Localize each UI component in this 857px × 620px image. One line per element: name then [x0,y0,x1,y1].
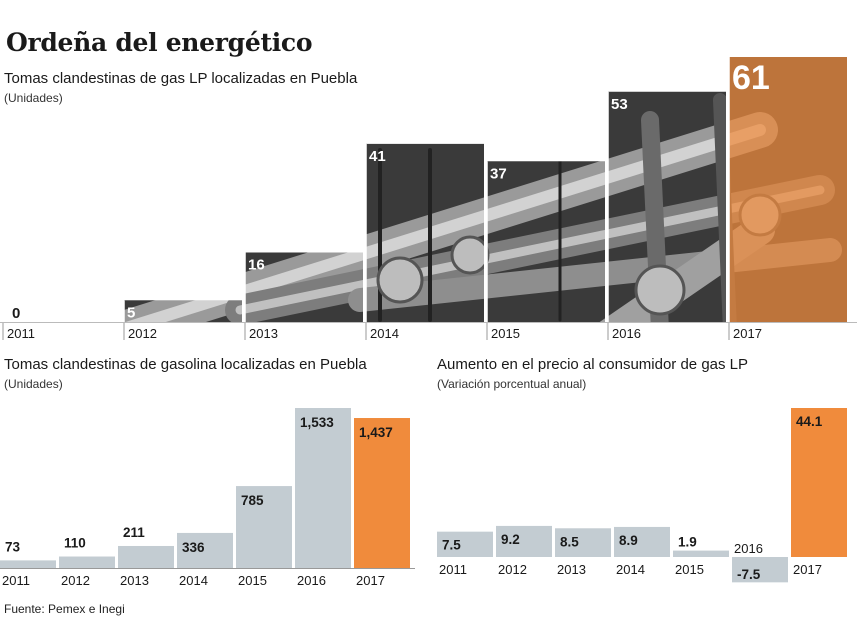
chart2-value-label-2014: 336 [182,540,205,555]
chart2-title: Tomas clandestinas de gasolina localizad… [4,356,367,373]
chart3-tick-label-2012: 2012 [498,562,527,577]
chart3-tick-label-2016: 2016 [734,541,763,556]
chart2-tick-label-2016: 2016 [297,573,326,588]
chart2-value-label-2016: 1,533 [300,415,334,430]
source-note: Fuente: Pemex e Inegi [4,602,125,616]
chart3-tick-label-2014: 2014 [616,562,645,577]
chart3-bar-2012 [496,525,552,557]
chart2-bar-2012 [59,556,115,568]
chart1-value-label-2015: 37 [490,165,507,182]
chart1-value-label-2011: 0 [12,305,20,322]
chart1-value-label-2012: 5 [127,304,135,321]
chart3-bar-2014 [614,526,670,557]
chart3-bar-2013 [555,528,611,557]
chart2-bar-2016 [295,408,351,568]
chart2-tick-label-2011: 2011 [2,573,30,588]
chart2-subtitle: (Unidades) [4,377,63,391]
chart3-title: Aumento en el precio al consumidor de ga… [437,356,749,373]
chart3-tick-label-2017: 2017 [793,562,822,577]
chart1-title: Tomas clandestinas de gas LP localizadas… [4,70,358,87]
chart1-bar-2016 [608,91,726,323]
chart1-bar-2013 [245,252,363,322]
chart-gas-lp-precio: 7.5 2011 9.2 2012 8.5 2013 8.9 2014 1.9 2015 -7.5 2… [437,408,847,583]
chart3-bar-2011 [437,531,493,557]
main-title: Ordeña del energético [6,28,313,57]
chart-gasolina-tomas: 73 2011 110 2012 211 2013 336 2014 785 2015 1,533 2… [0,408,415,588]
chart1-value-label-2017: 61 [732,59,770,97]
chart2-value-label-2011: 73 [5,539,21,554]
chart3-value-label-2012: 9.2 [501,532,520,547]
chart1-tick-label-2013: 2013 [249,326,278,341]
chart2-tick-label-2014: 2014 [179,573,208,588]
chart3-value-label-2015: 1.9 [678,535,697,550]
chart1-tick-label-2011: 2011 [7,326,35,341]
chart2-bar-2015 [236,486,292,568]
chart2-bar-2011 [0,560,56,568]
chart2-bar-2014 [177,532,233,568]
chart2-value-label-2015: 785 [241,493,264,508]
chart1-value-label-2013: 16 [248,256,265,273]
chart3-tick-label-2015: 2015 [675,562,704,577]
chart2-value-label-2013: 211 [123,525,145,540]
chart3-value-label-2014: 8.9 [619,533,638,548]
chart1-bar-2015 [487,161,605,322]
chart3-value-label-2017: 44.1 [796,414,823,429]
chart1-bar-2014 [366,143,484,322]
chart2-bar-2017 [354,418,410,568]
chart1-tick-label-2017: 2017 [733,326,762,341]
chart3-tick-label-2013: 2013 [557,562,586,577]
chart3-bar-2017 [791,408,847,557]
chart3-subtitle: (Variación porcentual anual) [437,377,587,391]
chart3-bar-2016 [732,557,788,583]
chart2-tick-label-2012: 2012 [61,573,90,588]
chart-gas-lp-tomas: 0 2011 5 2012 16 2013 41 2014 37 2015 53 2016 61 2017 [0,57,857,341]
chart3-value-label-2013: 8.5 [560,534,579,549]
chart3-value-label-2016: -7.5 [737,567,761,582]
chart2-tick-label-2017: 2017 [356,573,385,588]
chart3-tick-label-2011: 2011 [439,562,467,577]
chart1-tick-label-2016: 2016 [612,326,641,341]
chart1-bar-highlight [729,57,847,322]
chart1-value-label-2016: 53 [611,96,628,113]
chart1-tick-label-2012: 2012 [128,326,157,341]
chart2-value-label-2017: 1,437 [359,425,393,440]
chart1-subtitle: (Unidades) [4,91,63,105]
chart3-value-label-2011: 7.5 [442,538,461,553]
chart1-value-label-2014: 41 [369,148,386,165]
chart1-tick-label-2015: 2015 [491,326,520,341]
chart1-tick-label-2014: 2014 [370,326,399,341]
chart2-value-label-2012: 110 [64,536,86,551]
chart1-bar-2012 [124,300,242,322]
chart2-tick-label-2015: 2015 [238,573,267,588]
chart3-bar-2015 [673,550,729,557]
chart2-tick-label-2013: 2013 [120,573,149,588]
chart2-bar-2013 [118,545,174,568]
